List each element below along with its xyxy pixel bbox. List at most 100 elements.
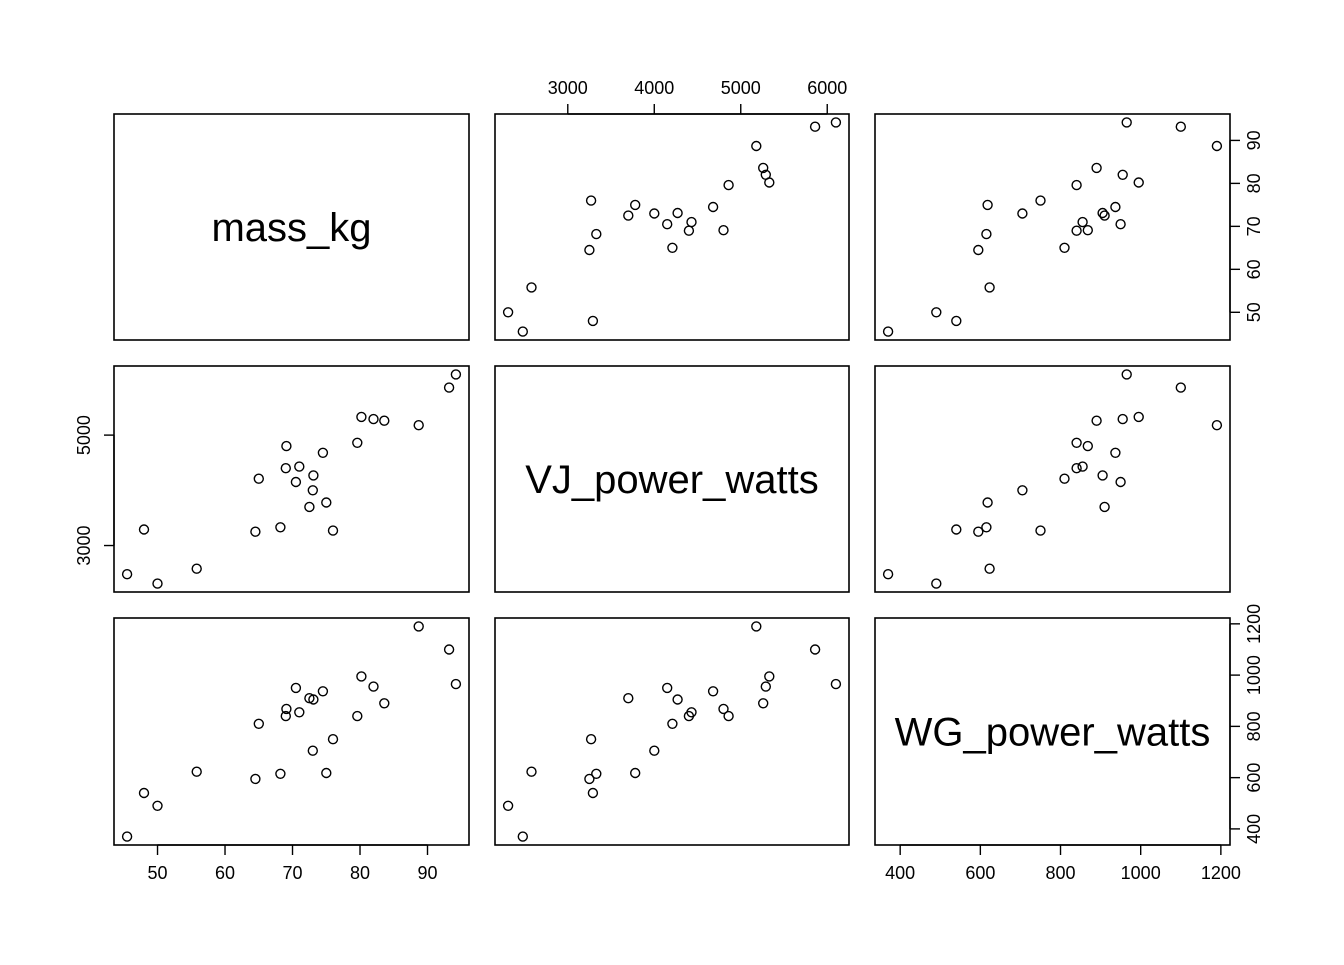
- right-axis-WG_power_watts-tick-label-1: 600: [1244, 763, 1264, 793]
- point-VJ_power_watts-vs-WG_power_watts-0: [882, 569, 894, 580]
- point-WG_power_watts-vs-VJ_power_watts-5: [667, 718, 678, 729]
- point-VJ_power_watts-vs-WG_power_watts-16: [1035, 525, 1046, 536]
- point-mass_kg-vs-VJ_power_watts-5: [667, 242, 678, 254]
- point-mass_kg-vs-WG_power_watts-12: [1017, 208, 1028, 219]
- point-VJ_power_watts-vs-WG_power_watts-18: [1133, 411, 1144, 423]
- point-WG_power_watts-vs-mass_kg-7: [280, 710, 291, 722]
- point-VJ_power_watts-vs-WG_power_watts-19: [1117, 413, 1128, 425]
- point-VJ_power_watts-vs-mass_kg-10: [294, 461, 305, 472]
- point-mass_kg-vs-WG_power_watts-1: [951, 315, 962, 327]
- point-mass_kg-vs-WG_power_watts-14: [1110, 201, 1121, 213]
- point-mass_kg-vs-WG_power_watts-7: [1071, 225, 1082, 236]
- point-mass_kg-vs-WG_power_watts-16: [1035, 195, 1046, 206]
- point-WG_power_watts-vs-VJ_power_watts-4: [584, 773, 595, 785]
- panel-frame-WG_power_watts-vs-mass_kg: [113, 617, 470, 846]
- point-VJ_power_watts-vs-mass_kg-5: [253, 473, 264, 484]
- point-mass_kg-vs-WG_power_watts-5: [1059, 242, 1070, 254]
- point-WG_power_watts-vs-mass_kg-1: [138, 787, 150, 799]
- point-WG_power_watts-vs-VJ_power_watts-16: [585, 734, 597, 745]
- point-VJ_power_watts-vs-mass_kg-6: [275, 522, 286, 533]
- point-mass_kg-vs-VJ_power_watts-9: [662, 218, 673, 230]
- point-VJ_power_watts-vs-WG_power_watts-1: [951, 524, 962, 535]
- point-VJ_power_watts-vs-WG_power_watts-17: [1071, 437, 1082, 448]
- point-mass_kg-vs-WG_power_watts-9: [1115, 218, 1126, 230]
- point-WG_power_watts-vs-mass_kg-4: [250, 773, 261, 785]
- panel-frame-mass_kg-vs-mass_kg: [113, 113, 470, 341]
- point-WG_power_watts-vs-VJ_power_watts-12: [649, 745, 660, 756]
- point-WG_power_watts-vs-VJ_power_watts-10: [686, 707, 697, 718]
- top-axis-VJ_power_watts-tick-label-0: 3000: [548, 78, 588, 98]
- point-WG_power_watts-vs-VJ_power_watts-18: [764, 671, 775, 682]
- bottom-axis-mass_kg-tick-label-0: 50: [148, 863, 168, 883]
- right-axis-WG_power_watts-tick-label-4: 1200: [1244, 604, 1264, 644]
- bottom-axis-WG_power_watts-tick-label-0: 400: [885, 863, 915, 883]
- point-VJ_power_watts-vs-mass_kg-12: [307, 485, 318, 496]
- point-WG_power_watts-vs-VJ_power_watts-8: [718, 703, 729, 715]
- point-mass_kg-vs-VJ_power_watts-15: [630, 199, 641, 211]
- point-WG_power_watts-vs-VJ_power_watts-11: [623, 693, 634, 704]
- point-VJ_power_watts-vs-mass_kg-4: [250, 526, 261, 537]
- bottom-axis-mass_kg-tick-label-4: 90: [417, 863, 437, 883]
- bottom-axis-WG_power_watts-tick-label-4: 1200: [1201, 863, 1241, 883]
- point-WG_power_watts-vs-VJ_power_watts-3: [526, 766, 537, 777]
- point-mass_kg-vs-WG_power_watts-3: [984, 282, 995, 293]
- point-VJ_power_watts-vs-WG_power_watts-13: [1097, 470, 1108, 481]
- point-WG_power_watts-vs-mass_kg-12: [307, 745, 318, 756]
- bottom-axis-mass_kg-tick-label-2: 70: [282, 863, 302, 883]
- point-VJ_power_watts-vs-mass_kg-20: [379, 415, 390, 426]
- point-VJ_power_watts-vs-WG_power_watts-23: [1121, 369, 1132, 380]
- point-VJ_power_watts-vs-WG_power_watts-14: [1110, 447, 1121, 458]
- top-axis-VJ_power_watts-tick-label-1: 4000: [634, 78, 674, 98]
- point-VJ_power_watts-vs-mass_kg-21: [413, 420, 424, 431]
- panel-frame-mass_kg-vs-WG_power_watts: [874, 113, 1231, 341]
- point-WG_power_watts-vs-VJ_power_watts-19: [760, 681, 771, 692]
- right-axis-mass_kg-tick-label-3: 80: [1244, 173, 1264, 193]
- point-mass_kg-vs-WG_power_watts-23: [1121, 117, 1132, 128]
- point-mass_kg-vs-WG_power_watts-17: [1071, 179, 1082, 191]
- point-VJ_power_watts-vs-mass_kg-3: [191, 563, 202, 574]
- point-VJ_power_watts-vs-WG_power_watts-12: [1017, 485, 1028, 496]
- diagonal-label-WG_power_watts: WG_power_watts: [895, 711, 1211, 755]
- point-VJ_power_watts-vs-WG_power_watts-10: [1077, 461, 1088, 472]
- point-WG_power_watts-vs-VJ_power_watts-6: [591, 768, 602, 779]
- point-mass_kg-vs-VJ_power_watts-4: [584, 244, 595, 256]
- point-VJ_power_watts-vs-WG_power_watts-8: [1082, 440, 1094, 452]
- point-mass_kg-vs-WG_power_watts-6: [981, 228, 992, 240]
- point-mass_kg-vs-VJ_power_watts-14: [707, 201, 719, 213]
- point-mass_kg-vs-VJ_power_watts-2: [502, 307, 514, 318]
- point-mass_kg-vs-VJ_power_watts-21: [751, 140, 762, 152]
- top-axis-VJ_power_watts-tick-label-2: 5000: [721, 78, 761, 98]
- point-VJ_power_watts-vs-mass_kg-2: [152, 578, 163, 589]
- point-VJ_power_watts-vs-mass_kg-23: [450, 369, 462, 380]
- point-WG_power_watts-vs-mass_kg-8: [281, 703, 292, 715]
- point-mass_kg-vs-VJ_power_watts-22: [809, 121, 821, 132]
- point-mass_kg-vs-WG_power_watts-8: [1082, 224, 1094, 236]
- point-VJ_power_watts-vs-WG_power_watts-22: [1175, 382, 1187, 393]
- panel-frame-mass_kg-vs-VJ_power_watts: [494, 113, 850, 341]
- point-WG_power_watts-vs-mass_kg-21: [413, 621, 424, 632]
- point-WG_power_watts-vs-mass_kg-17: [352, 710, 363, 722]
- point-WG_power_watts-vs-mass_kg-2: [152, 800, 163, 811]
- point-WG_power_watts-vs-mass_kg-3: [191, 766, 202, 777]
- point-mass_kg-vs-WG_power_watts-13: [1097, 207, 1108, 219]
- point-WG_power_watts-vs-VJ_power_watts-17: [723, 710, 734, 722]
- point-VJ_power_watts-vs-mass_kg-19: [368, 413, 379, 425]
- left-axis-VJ_power_watts-tick-label-1: 5000: [74, 415, 94, 455]
- point-mass_kg-vs-WG_power_watts-22: [1175, 121, 1187, 132]
- panel-frame-VJ_power_watts-vs-mass_kg: [113, 365, 470, 593]
- panel-frame-WG_power_watts-vs-VJ_power_watts: [494, 617, 850, 846]
- point-mass_kg-vs-VJ_power_watts-7: [683, 225, 695, 236]
- point-VJ_power_watts-vs-mass_kg-13: [308, 470, 319, 481]
- point-VJ_power_watts-vs-mass_kg-16: [327, 525, 339, 536]
- point-mass_kg-vs-WG_power_watts-11: [1099, 210, 1110, 221]
- point-VJ_power_watts-vs-WG_power_watts-6: [981, 522, 992, 533]
- point-WG_power_watts-vs-VJ_power_watts-13: [672, 694, 683, 705]
- right-axis-mass_kg-tick-label-1: 60: [1244, 259, 1264, 279]
- point-mass_kg-vs-VJ_power_watts-1: [587, 315, 599, 327]
- point-mass_kg-vs-WG_power_watts-18: [1133, 177, 1144, 188]
- right-axis-WG_power_watts-tick-label-2: 800: [1244, 711, 1264, 741]
- point-mass_kg-vs-WG_power_watts-2: [931, 307, 942, 318]
- point-WG_power_watts-vs-mass_kg-14: [317, 686, 329, 697]
- diagonal-label-mass_kg: mass_kg: [211, 206, 371, 250]
